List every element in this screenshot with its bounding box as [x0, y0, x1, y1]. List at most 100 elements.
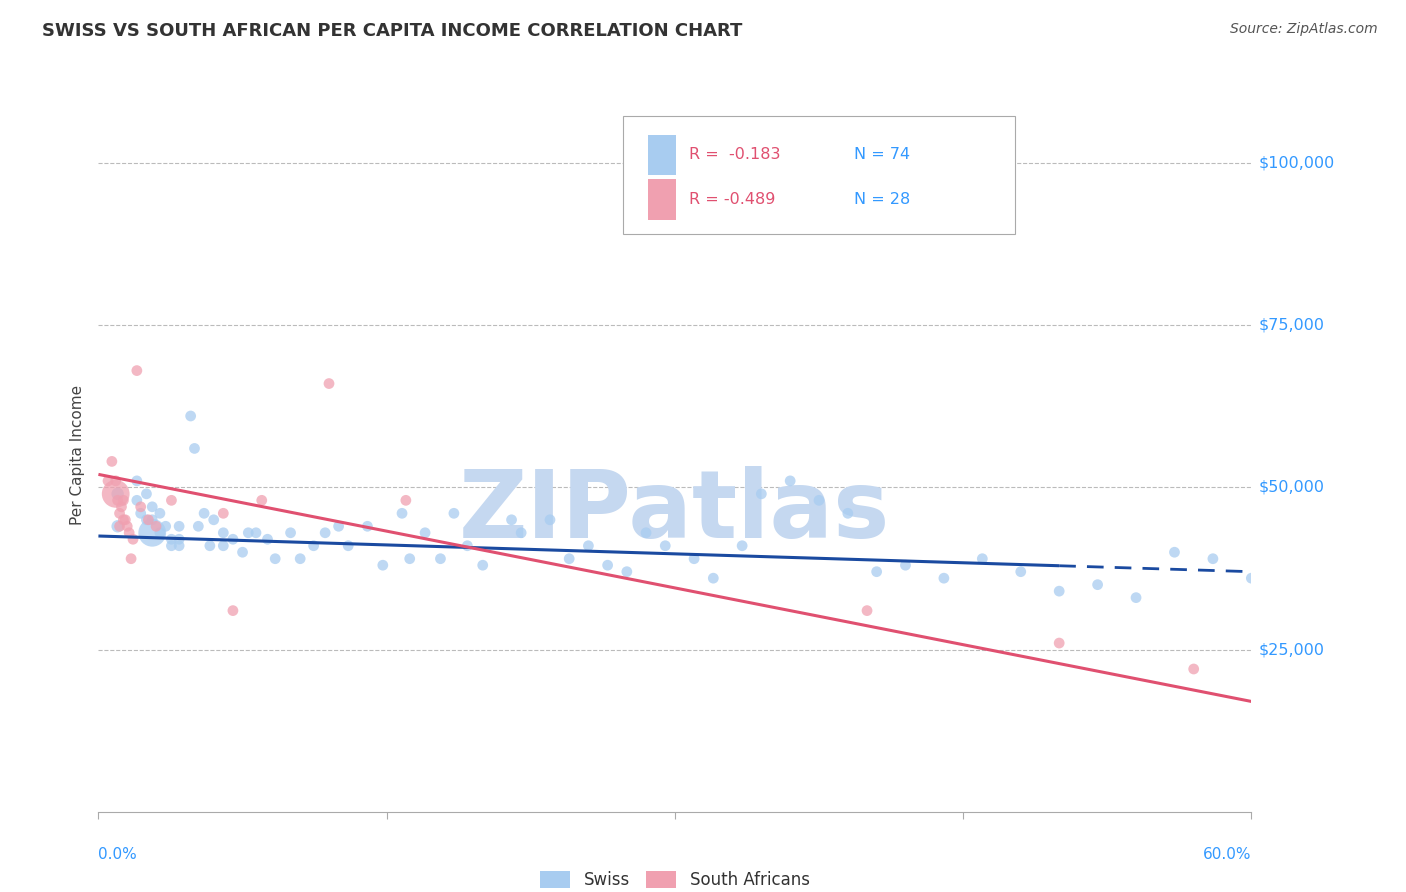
Point: [471, 558, 494, 573]
Point: [107, 487, 129, 501]
Point: [807, 493, 830, 508]
Point: [683, 551, 706, 566]
Point: [501, 513, 523, 527]
Point: [104, 474, 127, 488]
Point: [101, 454, 124, 468]
Point: [413, 525, 436, 540]
Point: [125, 474, 148, 488]
Point: [117, 519, 138, 533]
Point: [222, 533, 245, 547]
Point: [398, 551, 420, 566]
Point: [779, 474, 801, 488]
Point: [212, 525, 235, 540]
Point: [894, 558, 917, 573]
Point: [108, 519, 131, 533]
Y-axis label: Per Capita Income: Per Capita Income: [70, 384, 86, 525]
Point: [212, 506, 235, 520]
Point: [122, 533, 145, 547]
Point: [1240, 571, 1263, 585]
Text: $25,000: $25,000: [1258, 642, 1324, 657]
Text: 0.0%: 0.0%: [98, 847, 138, 863]
Point: [160, 493, 183, 508]
Point: [167, 519, 190, 533]
Point: [222, 604, 245, 618]
Point: [129, 506, 152, 520]
Point: [138, 513, 160, 527]
Point: [558, 551, 581, 566]
Point: [245, 525, 267, 540]
Point: [1047, 636, 1070, 650]
Point: [395, 493, 418, 508]
Text: R =  -0.183: R = -0.183: [689, 147, 780, 162]
Point: [125, 493, 148, 508]
Point: [97, 474, 120, 488]
Point: [114, 513, 136, 527]
Point: [356, 519, 378, 533]
Point: [145, 519, 167, 533]
Point: [1182, 662, 1205, 676]
Point: [538, 513, 561, 527]
Point: [160, 533, 183, 547]
Point: [104, 487, 127, 501]
Point: [107, 519, 129, 533]
Text: $75,000: $75,000: [1258, 318, 1324, 333]
Point: [141, 525, 163, 540]
Point: [107, 493, 129, 508]
FancyBboxPatch shape: [648, 135, 676, 175]
Point: [456, 539, 478, 553]
FancyBboxPatch shape: [623, 116, 1015, 234]
Point: [654, 539, 676, 553]
Point: [141, 513, 163, 527]
Point: [193, 506, 215, 520]
Point: [256, 533, 278, 547]
Text: $100,000: $100,000: [1258, 155, 1334, 170]
Point: [110, 500, 132, 514]
Point: [198, 539, 221, 553]
Point: [318, 376, 340, 391]
Point: [149, 506, 172, 520]
Point: [1202, 551, 1225, 566]
Point: [250, 493, 273, 508]
Point: [155, 519, 177, 533]
Point: [125, 363, 148, 377]
Point: [212, 539, 235, 553]
Point: [634, 525, 657, 540]
Point: [183, 442, 205, 456]
Point: [856, 604, 879, 618]
Point: [149, 525, 172, 540]
Point: [187, 519, 209, 533]
Text: N = 74: N = 74: [853, 147, 910, 162]
Legend: Swiss, South Africans: Swiss, South Africans: [533, 864, 817, 892]
Point: [160, 539, 183, 553]
Text: SWISS VS SOUTH AFRICAN PER CAPITA INCOME CORRELATION CHART: SWISS VS SOUTH AFRICAN PER CAPITA INCOME…: [42, 22, 742, 40]
Point: [180, 409, 202, 423]
FancyBboxPatch shape: [648, 178, 676, 219]
Point: [1047, 584, 1070, 599]
Point: [932, 571, 955, 585]
Point: [328, 519, 350, 533]
Point: [371, 558, 394, 573]
Point: [112, 513, 135, 527]
Point: [112, 493, 135, 508]
Point: [596, 558, 619, 573]
Point: [443, 506, 465, 520]
Text: ZIPatlas: ZIPatlas: [460, 466, 890, 558]
Point: [337, 539, 360, 553]
Point: [141, 500, 163, 514]
Point: [202, 513, 225, 527]
Point: [616, 565, 638, 579]
Point: [264, 551, 287, 566]
Point: [866, 565, 889, 579]
Point: [118, 525, 141, 540]
Point: [108, 506, 131, 520]
Point: [167, 539, 190, 553]
Point: [702, 571, 724, 585]
Point: [314, 525, 336, 540]
Text: N = 28: N = 28: [853, 192, 910, 207]
Point: [1010, 565, 1032, 579]
Text: 60.0%: 60.0%: [1204, 847, 1251, 863]
Point: [510, 525, 533, 540]
Point: [135, 487, 157, 501]
Point: [837, 506, 859, 520]
Point: [167, 533, 190, 547]
